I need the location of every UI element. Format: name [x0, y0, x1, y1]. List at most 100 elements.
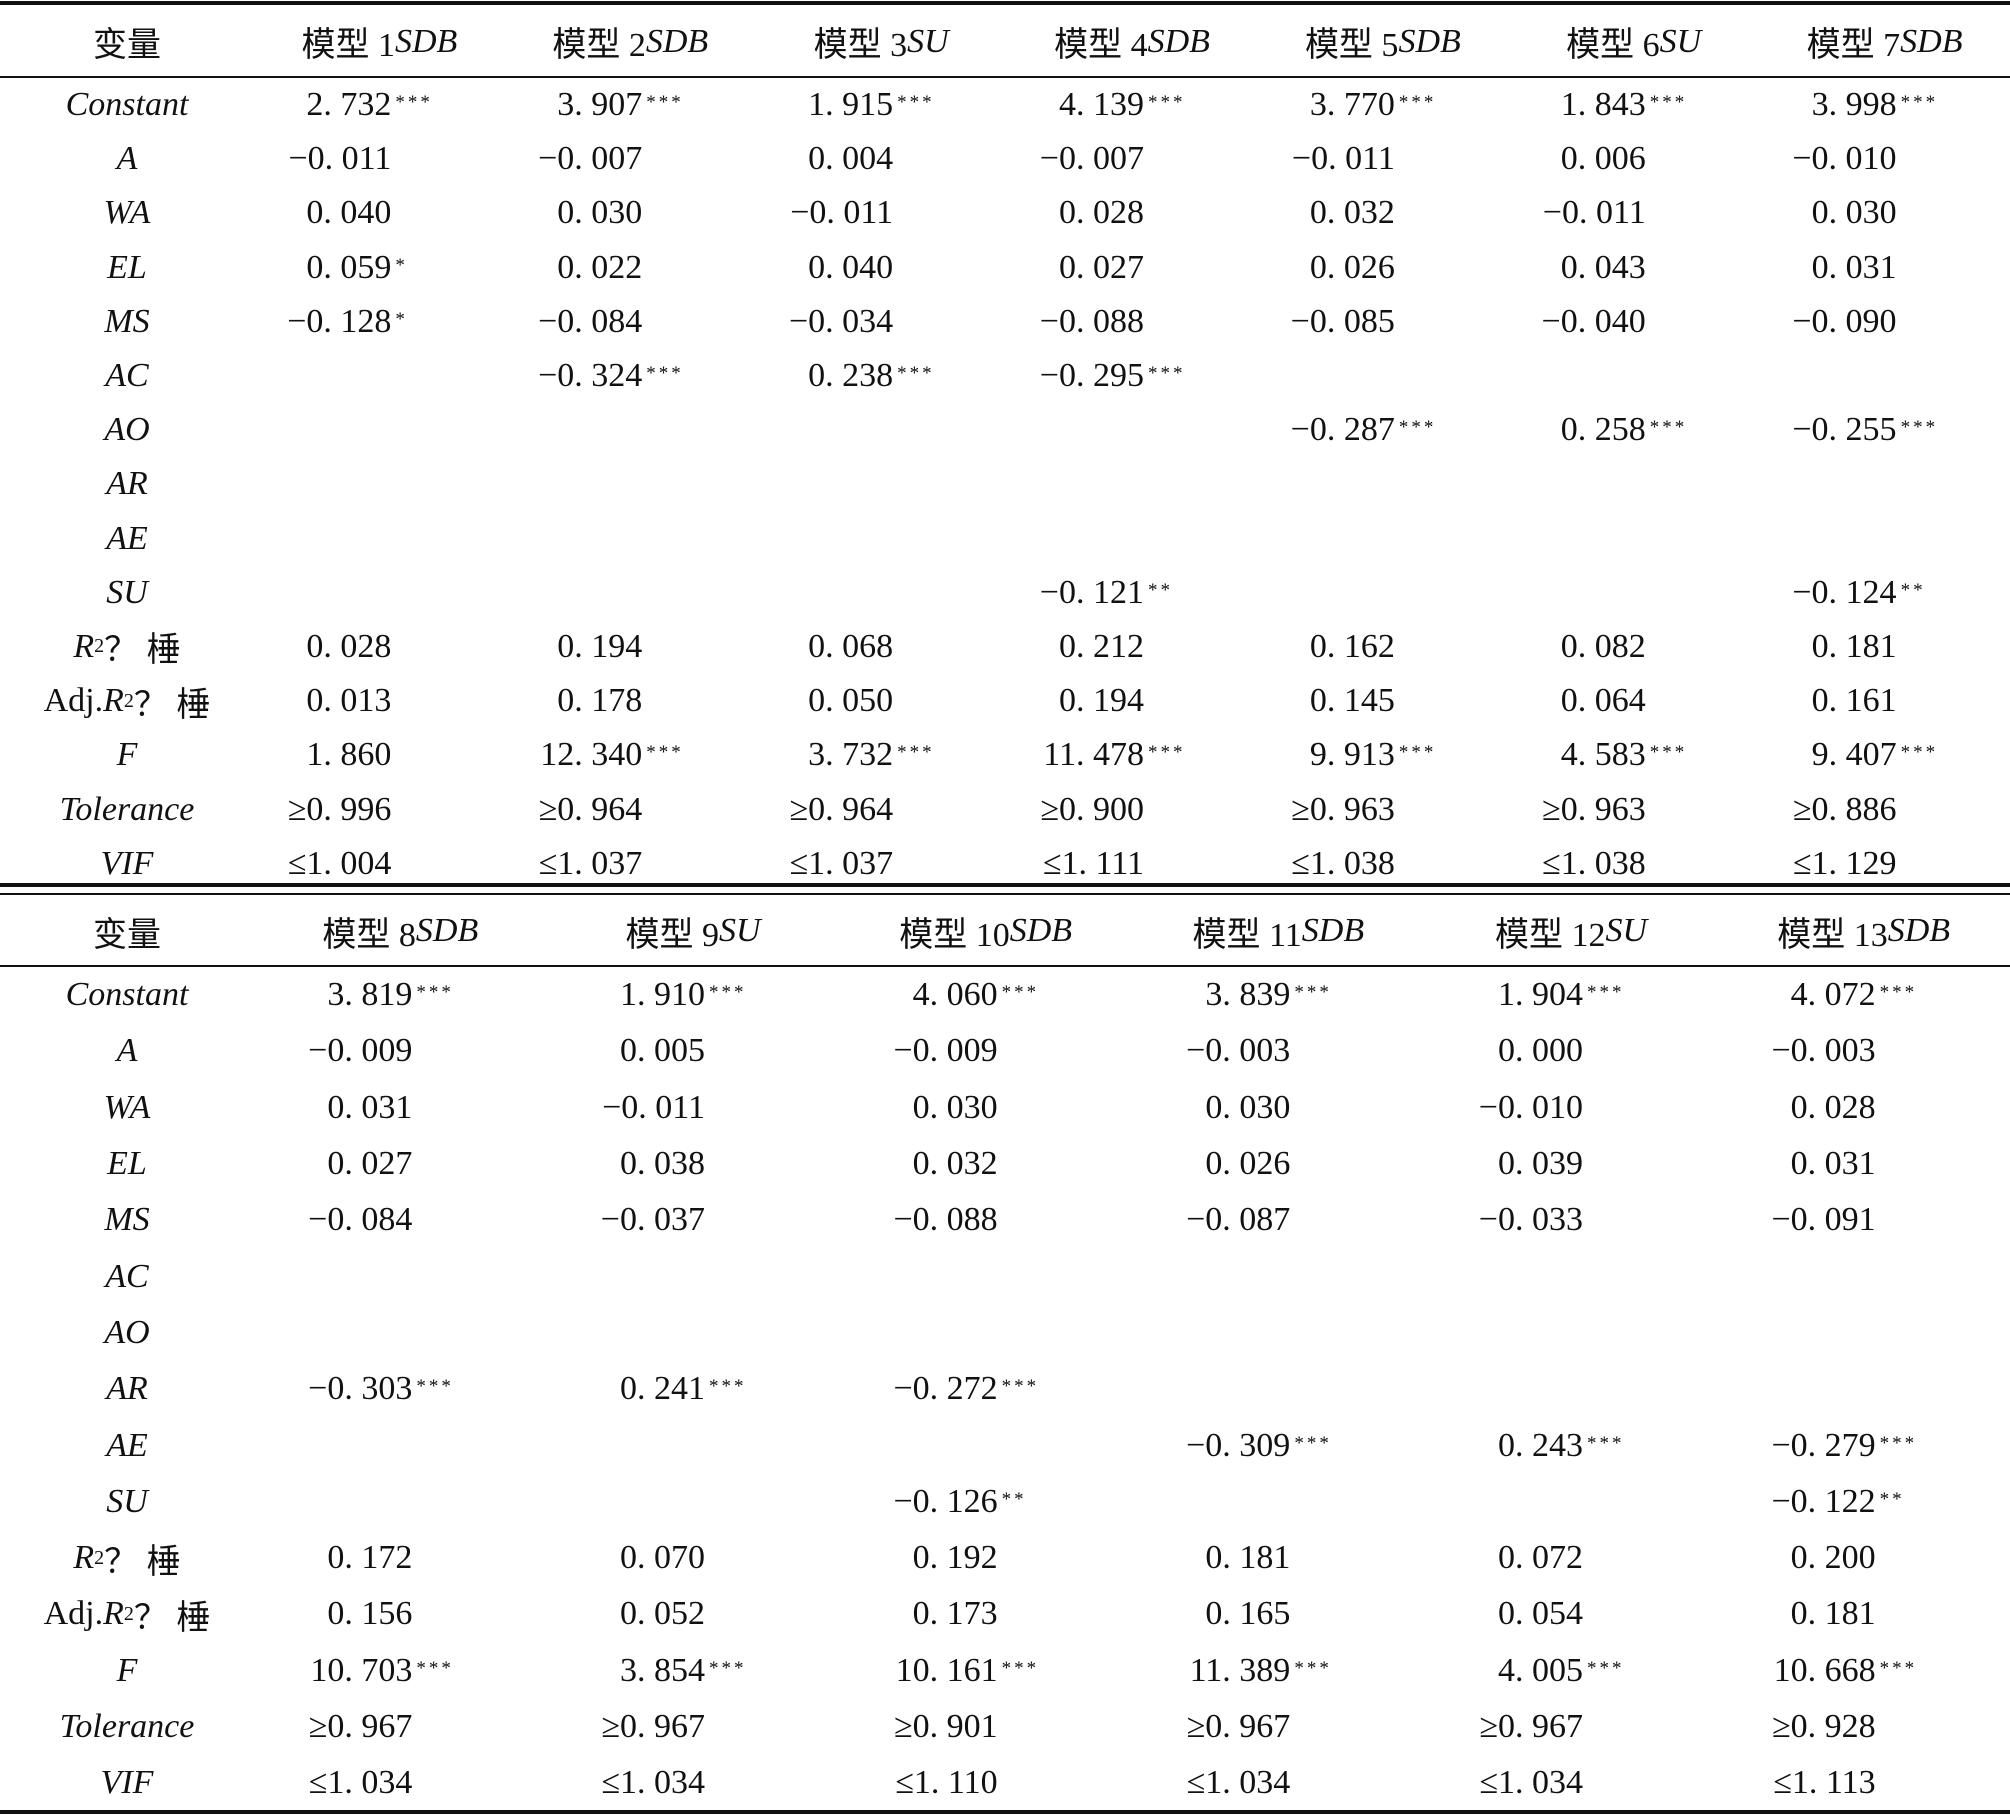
coefficient-value: ≤1. 038: [1291, 844, 1395, 882]
coefficient-value: 0. 194: [1058, 682, 1144, 720]
coefficient-cell: 0. 172: [254, 1539, 547, 1577]
coefficient-value: 0. 162: [1309, 627, 1395, 665]
significance-stars: ***: [1649, 417, 1688, 439]
coefficient-cell: −0. 084: [505, 303, 756, 341]
coefficient-value: −0. 090: [1792, 302, 1897, 340]
coefficient-value: 4. 583: [1560, 736, 1646, 774]
label-variable: AE: [106, 1426, 148, 1464]
coefficient-value: 0. 243: [1497, 1426, 1583, 1464]
significance-stars: ***: [897, 742, 935, 764]
coefficient-value: 1. 915: [808, 86, 894, 124]
coefficient-cell: 0. 038: [547, 1145, 840, 1183]
label-suffix: ？ 棰: [104, 1543, 181, 1581]
table-row: MS −0. 084 −0. 037 −0. 088 −0. 087 −0. 033 −0.…: [0, 1192, 2010, 1248]
significance-stars: ***: [1900, 417, 1939, 439]
coefficient-cell: −0. 295 ***: [1007, 357, 1258, 395]
row-label: R 2？ 棰: [0, 1534, 254, 1583]
coefficient-cell: 1. 904 ***: [1425, 976, 1718, 1014]
table-row: Tolerance ≥0. 967 ≥0. 967 ≥0. 901 ≥0. 967 ≥0.…: [0, 1699, 2010, 1755]
coefficient-value: −0. 009: [308, 1032, 413, 1070]
coefficient-cell: −0. 122 **: [1717, 1483, 2010, 1521]
table-row: AE: [0, 512, 2010, 566]
coefficient-value: 0. 031: [1790, 1145, 1876, 1183]
significance-stars: ***: [1147, 742, 1186, 764]
row-label: MS: [0, 303, 254, 341]
coefficient-cell: 0. 194: [1007, 682, 1258, 720]
table-row: Adj. R 2？ 棰 0. 156 0. 052 0. 173 0. 165 0. 054…: [0, 1586, 2010, 1642]
row-label: AR: [0, 1370, 254, 1408]
label-variable: AR: [106, 1370, 148, 1408]
row-label: Constant: [0, 86, 254, 124]
coefficient-cell: 0. 028: [254, 628, 505, 666]
row-label: AC: [0, 357, 254, 395]
significance-stars: ***: [1900, 92, 1939, 114]
coefficient-value: 0. 004: [808, 140, 894, 178]
coefficient-value: −0. 003: [1186, 1032, 1291, 1070]
table-row: Tolerance ≥0. 996 ≥0. 964 ≥0. 964 ≥0. 900 ≥0.…: [0, 782, 2010, 836]
coefficient-cell: 0. 181: [1717, 1595, 2010, 1633]
coefficient-value: ≥0. 964: [538, 790, 643, 828]
significance-stars: ***: [1586, 1432, 1625, 1454]
coefficient-value: 3. 770: [1309, 86, 1395, 124]
coefficient-value: 0. 038: [619, 1145, 705, 1183]
coefficient-cell: 0. 064: [1508, 682, 1759, 720]
model-type: SU: [718, 912, 761, 949]
coefficient-value: −0. 309: [1186, 1426, 1291, 1464]
coefficient-cell: 0. 059 *: [254, 249, 505, 287]
coefficient-value: 0. 028: [306, 627, 392, 665]
label-variable: Tolerance: [59, 1708, 195, 1745]
coefficient-cell: ≤1. 034: [547, 1764, 840, 1802]
coefficient-value: 3. 998: [1811, 86, 1897, 124]
coefficient-value: 0. 043: [1560, 248, 1646, 286]
coefficient-value: −0. 287: [1290, 411, 1395, 449]
model-name: 模型 9: [625, 916, 719, 954]
label-variable: SU: [106, 1482, 148, 1520]
coefficient-value: −0. 007: [1039, 140, 1144, 178]
table-separator-thin: [0, 893, 2010, 895]
header-model: 模型 11 SDB: [1132, 907, 1425, 956]
label-superscript: 2: [94, 1546, 105, 1569]
coefficient-value: 0. 030: [1811, 194, 1897, 232]
significance-stars: ***: [1649, 742, 1688, 764]
model-name: 模型 3: [813, 27, 908, 64]
coefficient-value: 0. 238: [808, 357, 894, 395]
coefficient-value: 0. 032: [912, 1145, 998, 1183]
coefficient-cell: 4. 005 ***: [1425, 1652, 1718, 1690]
coefficient-value: 0. 013: [306, 682, 392, 720]
coefficient-cell: 0. 156: [254, 1595, 547, 1633]
coefficient-value: 0. 178: [557, 682, 643, 720]
significance-stars: ***: [1879, 982, 1918, 1004]
regression-table-models-8-13: 变量 模型 8 SDB 模型 9 SU 模型 10 SDB 模型 11 SDB 模型 12 SU 模型…: [0, 895, 2010, 1811]
coefficient-value: 0. 181: [1205, 1539, 1291, 1577]
coefficient-cell: 0. 050: [756, 682, 1007, 720]
coefficient-value: ≥0. 967: [1186, 1708, 1291, 1745]
coefficient-value: 0. 027: [1058, 248, 1144, 286]
coefficient-cell: −0. 011: [254, 140, 505, 178]
coefficient-cell: 0. 241 ***: [547, 1370, 840, 1408]
significance-stars: ***: [1001, 1657, 1040, 1679]
coefficient-value: 0. 050: [808, 682, 894, 720]
coefficient-cell: 0. 032: [1257, 194, 1508, 232]
coefficient-cell: 0. 028: [1007, 194, 1258, 232]
coefficient-cell: 0. 039: [1425, 1145, 1718, 1183]
coefficient-cell: 0. 165: [1132, 1595, 1425, 1633]
row-label: SU: [0, 574, 254, 612]
coefficient-cell: 10. 161 ***: [839, 1652, 1132, 1690]
label-variable: EL: [107, 248, 147, 286]
coefficient-cell: ≥0. 967: [547, 1708, 840, 1746]
coefficient-value: 0. 059: [306, 248, 392, 286]
coefficient-value: −0. 011: [602, 1088, 705, 1126]
coefficient-cell: ≥0. 967: [1425, 1708, 1718, 1746]
coefficient-value: −0. 040: [1541, 302, 1646, 340]
coefficient-value: −0. 011: [1542, 194, 1646, 232]
coefficient-value: 0. 030: [912, 1088, 998, 1126]
coefficient-value: ≤1. 111: [1042, 844, 1144, 882]
coefficient-cell: 0. 238 ***: [756, 357, 1007, 395]
coefficient-value: −0. 034: [788, 302, 894, 340]
coefficient-cell: ≤1. 111: [1007, 845, 1258, 883]
coefficient-value: 3. 732: [808, 736, 894, 774]
significance-stars: ***: [1649, 92, 1688, 114]
coefficient-value: −0. 087: [1186, 1201, 1291, 1239]
row-label: Adj. R 2？ 棰: [0, 1590, 254, 1639]
coefficient-value: 0. 005: [619, 1032, 705, 1070]
